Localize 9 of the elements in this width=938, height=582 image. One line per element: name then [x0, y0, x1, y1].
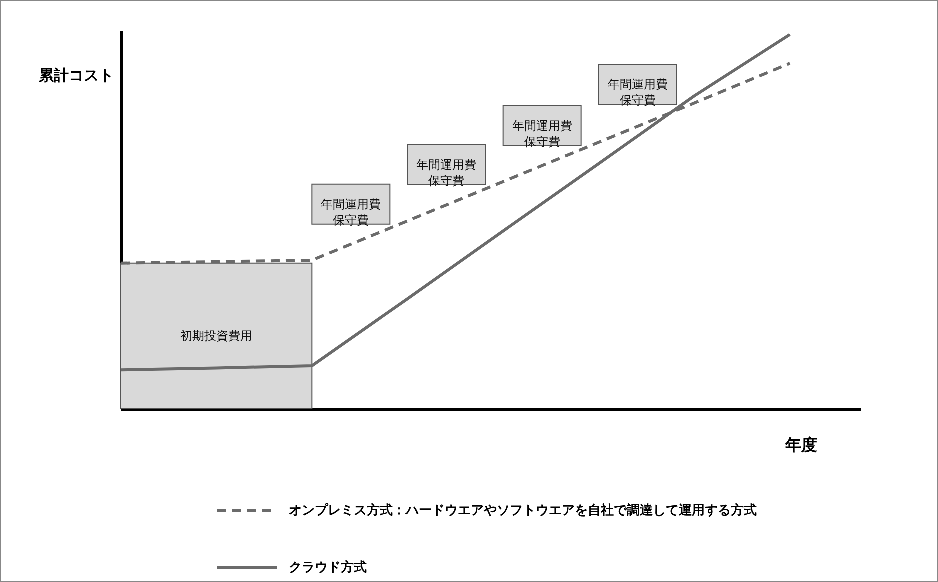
- x-axis-title: 年度: [784, 436, 818, 454]
- annotation: 年間運用費保守費: [321, 197, 382, 228]
- annotation: 年間運用費保守費: [416, 158, 477, 188]
- annotation: 初期投資費用: [180, 329, 253, 344]
- legend-label: クラウド方式: [289, 560, 367, 576]
- legend-label: オンプレミス方式：ハードウエアやソフトウエアを自社で調達して運用する方式: [289, 502, 757, 518]
- annotation: 年間運用費保守費: [608, 78, 668, 108]
- annotation: 年間運用費保守費: [512, 118, 572, 149]
- y-axis-title: 累計コスト: [38, 66, 114, 84]
